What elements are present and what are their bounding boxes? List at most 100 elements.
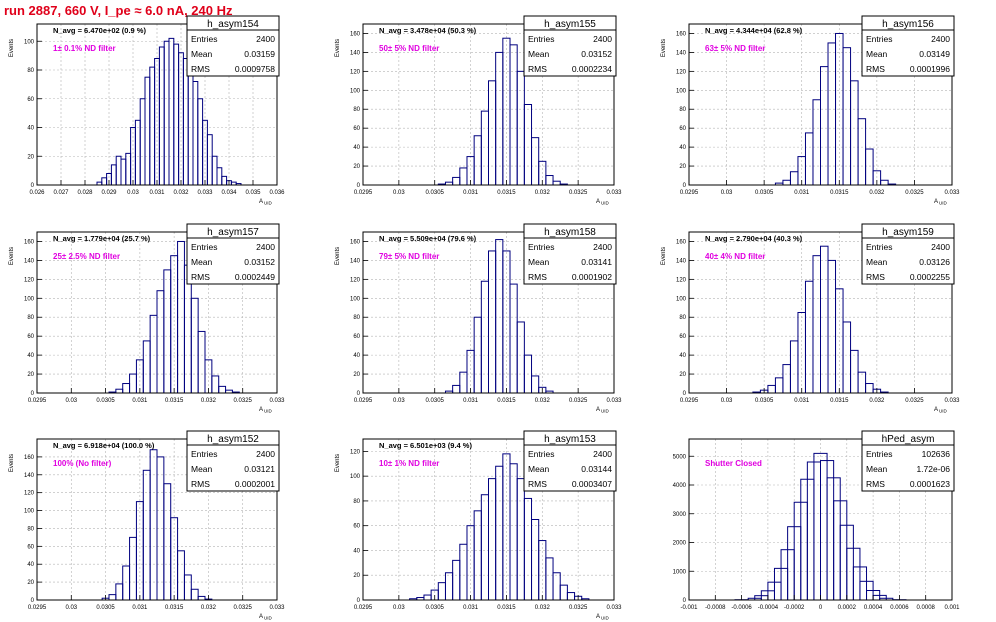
histogram-panel-h_asym153: 0.0295 0.03 0.0305 0.031 0.0315 0.032 0.0325 0.… <box>335 430 622 621</box>
stats-key: Mean <box>528 49 550 59</box>
stats-value: 0.03141 <box>581 257 612 267</box>
navg-text: N_avg = 6.501e+03 (9.4 %) <box>379 441 472 450</box>
x-axis-label: AUID <box>259 407 273 414</box>
histogram-bar <box>531 519 540 601</box>
x-tick-label: 0.0008 <box>917 605 936 611</box>
histogram-bar <box>125 152 132 186</box>
histogram-bar <box>163 269 172 394</box>
histogram-bar <box>857 371 867 394</box>
y-tick-label: 100 <box>350 474 361 480</box>
histogram-bar <box>774 377 784 394</box>
x-tick-label: 0.031 <box>132 605 148 611</box>
stats-value: 102636 <box>922 449 951 459</box>
histogram-bar <box>523 497 533 601</box>
stats-box: hPed_asym Entries 102636 Mean 1.72e-06 RMS 0.0… <box>861 430 955 492</box>
navg-text: N_avg = 3.478e+04 (50.3 %) <box>379 26 477 35</box>
y-tick-label: 100 <box>24 509 35 515</box>
x-tick-label: 0.031 <box>463 398 479 404</box>
histogram-bar <box>480 494 490 601</box>
histogram-panel-h_asym158: 0.0295 0.03 0.0305 0.031 0.0315 0.032 0.0325 0.… <box>335 223 622 414</box>
stats-key: Mean <box>866 464 888 474</box>
stats-box: h_asym156 Entries 2400 Mean 0.03149 RMS 0.0001… <box>861 15 955 77</box>
stats-value: 0.03159 <box>244 49 275 59</box>
stats-key: RMS <box>528 64 547 74</box>
y-tick-label: 0 <box>31 183 35 189</box>
histogram-bar <box>197 595 206 601</box>
y-tick-label: 60 <box>27 334 34 340</box>
histogram-panel-h_asym154: 0.026 0.027 0.028 0.029 0.03 0.031 0.032 0.033 0… <box>9 15 285 206</box>
x-tick-label: 0.033 <box>269 605 285 611</box>
y-tick-label: 120 <box>350 277 361 283</box>
page-title: run 2887, 660 V, I_pe ≈ 6.0 nA, 240 Hz <box>4 3 233 18</box>
stats-key: Entries <box>866 34 892 44</box>
histogram-bar <box>115 583 124 601</box>
filter-annotation: 100% (No filter) <box>53 459 112 468</box>
x-tick-label: 0.0295 <box>28 605 47 611</box>
histogram-bar <box>531 137 540 186</box>
stats-body-frame <box>186 29 280 77</box>
navg-text: N_avg = 6.470e+02 (0.9 %) <box>53 26 146 35</box>
stats-value: 0.0002234 <box>572 64 612 74</box>
stats-value: 2400 <box>593 34 612 44</box>
histogram-panel-h_asym159: 0.0295 0.03 0.0305 0.031 0.0315 0.032 0.0325 0.… <box>661 223 960 414</box>
y-tick-label: 140 <box>24 258 35 264</box>
histogram-bar <box>782 364 791 394</box>
x-tick-label: 0.0315 <box>165 398 184 404</box>
stats-key: RMS <box>866 479 885 489</box>
histogram-bar <box>452 384 461 394</box>
stats-value: 0.0001902 <box>572 272 612 282</box>
histogram-bar <box>495 465 504 601</box>
plot-frame <box>362 231 615 394</box>
histogram-bar <box>488 250 497 394</box>
stats-body-frame <box>861 29 955 77</box>
y-tick-label: 20 <box>27 154 34 160</box>
y-tick-label: 40 <box>353 353 360 359</box>
stats-key: Mean <box>191 464 213 474</box>
x-tick-label: -0.001 <box>680 605 698 611</box>
x-tick-label: 0.0295 <box>354 398 373 404</box>
histogram-bar <box>149 66 156 186</box>
stats-key: RMS <box>191 272 210 282</box>
y-tick-label: 100 <box>24 296 35 302</box>
y-axis-label: Events <box>335 39 341 57</box>
histogram-bar <box>459 543 468 601</box>
y-tick-label: 100 <box>676 296 687 302</box>
stats-body-frame <box>861 444 955 492</box>
stats-box: h_asym157 Entries 2400 Mean 0.03152 RMS 0.0002… <box>186 223 280 285</box>
stats-body-frame <box>186 237 280 285</box>
stats-key: RMS <box>866 272 885 282</box>
y-tick-label: 80 <box>353 315 360 321</box>
histogram-bar <box>163 483 172 601</box>
histogram-bar <box>444 572 454 601</box>
stats-value: 0.03121 <box>244 464 275 474</box>
stats-key: Entries <box>191 449 217 459</box>
filter-annotation: 50± 5% ND filter <box>379 44 439 53</box>
stats-body-frame <box>186 444 280 492</box>
y-tick-label: 160 <box>24 455 35 461</box>
plot-frame <box>688 231 953 394</box>
histogram-bar <box>115 388 124 394</box>
y-axis-label: Events <box>9 454 15 472</box>
y-tick-label: 0 <box>357 183 361 189</box>
histogram-bar <box>168 37 175 186</box>
histogram-bar <box>452 559 461 601</box>
histogram-bar <box>827 42 837 186</box>
stats-value: 2400 <box>256 34 275 44</box>
histogram-bar <box>545 557 554 601</box>
histogram-bar <box>182 58 189 186</box>
histogram-bar <box>115 155 122 186</box>
x-tick-label: 0.036 <box>269 190 285 196</box>
histogram-bar <box>545 175 554 186</box>
histogram-bar <box>880 179 889 186</box>
stats-value: 0.03152 <box>244 257 275 267</box>
histogram-bar <box>480 110 490 186</box>
x-tick-label: 0.0325 <box>234 398 253 404</box>
stats-value: 0.03152 <box>581 49 612 59</box>
y-tick-label: 60 <box>353 334 360 340</box>
y-tick-label: 0 <box>357 391 361 397</box>
x-tick-label: 0.03 <box>393 398 405 404</box>
stats-key: Entries <box>866 449 892 459</box>
histogram-bar <box>827 259 837 394</box>
x-tick-label: 0.028 <box>77 190 93 196</box>
histogram-bar <box>110 164 117 186</box>
